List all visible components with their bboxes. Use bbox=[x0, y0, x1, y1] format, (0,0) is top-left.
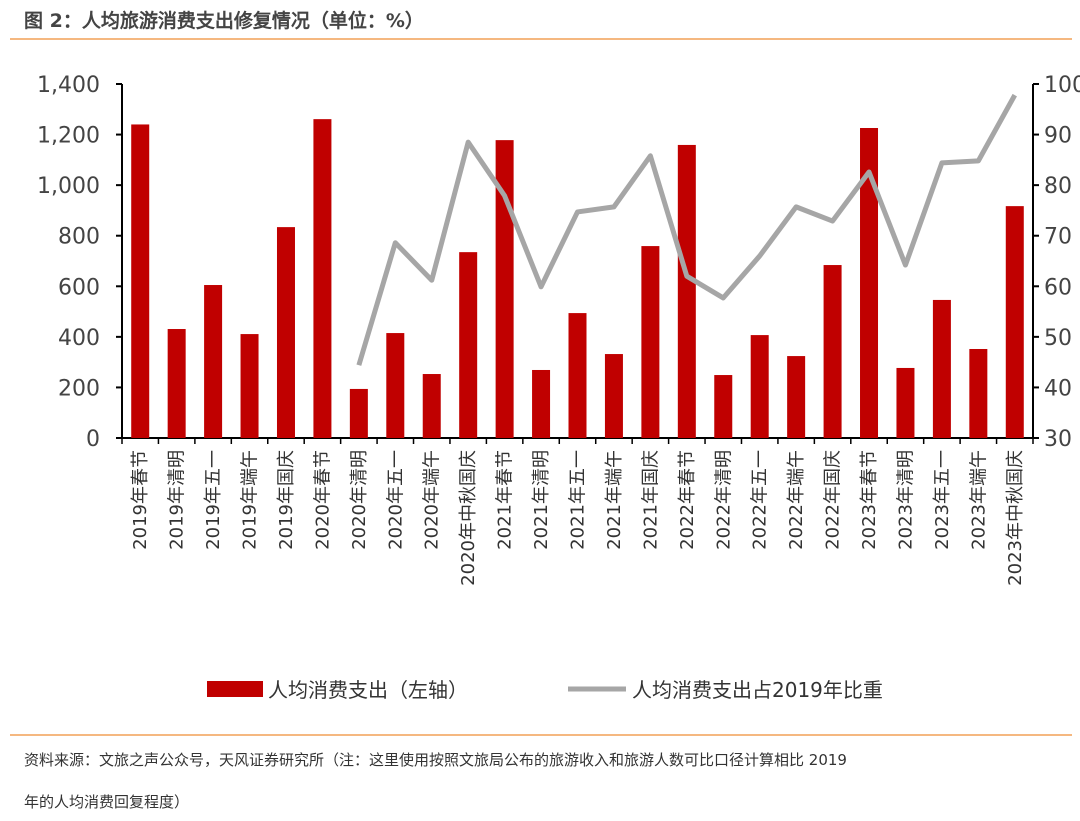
bar bbox=[240, 334, 259, 438]
category-label: 2023年端午 bbox=[968, 450, 989, 550]
left-tick-label: 0 bbox=[86, 427, 100, 452]
share-line bbox=[356, 93, 1017, 366]
right-tick-label: 100 bbox=[1044, 73, 1080, 98]
bar bbox=[1005, 206, 1024, 438]
legend-bar-swatch bbox=[207, 681, 263, 697]
bar bbox=[714, 375, 733, 438]
bar bbox=[422, 374, 441, 438]
bottom-divider bbox=[10, 734, 1072, 736]
bar bbox=[131, 124, 150, 438]
bar bbox=[167, 329, 186, 438]
chart: 0 200 400 600 800 1,000 1,200 1,400 30 40 50 60 70 80… bbox=[37, 73, 1080, 702]
bar bbox=[641, 246, 660, 438]
category-label: 2019年清明 bbox=[167, 450, 188, 550]
category-label: 2019年国庆 bbox=[276, 450, 297, 550]
left-tick-label: 1,200 bbox=[37, 124, 100, 149]
right-tick-label: 30 bbox=[1044, 427, 1072, 452]
category-label: 2020年端午 bbox=[422, 450, 443, 550]
category-label: 2021年清明 bbox=[531, 450, 552, 550]
left-tick-label: 1,000 bbox=[37, 174, 100, 199]
bar bbox=[860, 127, 879, 439]
chart-title: 图 2：人均旅游消费支出修复情况（单位：%） bbox=[24, 10, 424, 32]
category-label: 2019年端午 bbox=[240, 450, 261, 550]
category-label: 2022年春节 bbox=[677, 450, 698, 550]
category-label: 2023年中秋国庆 bbox=[1005, 450, 1026, 586]
bar bbox=[604, 354, 623, 438]
category-label: 2023年清明 bbox=[895, 450, 916, 550]
bar bbox=[932, 299, 951, 438]
bar bbox=[896, 367, 915, 438]
bar bbox=[349, 388, 368, 438]
bar bbox=[969, 348, 988, 438]
left-tick-label: 1,400 bbox=[37, 73, 100, 98]
left-tick-label: 600 bbox=[58, 275, 100, 300]
legend-line-label: 人均消费支出占2019年比重 bbox=[632, 678, 883, 702]
bar bbox=[823, 265, 842, 438]
category-label: 2022年清明 bbox=[713, 450, 734, 550]
source-note-line1: 资料来源：文旅之声公众号，天风证券研究所（注：这里使用按照文旅局公布的旅游收入和… bbox=[24, 751, 847, 769]
bar bbox=[495, 140, 514, 439]
bar bbox=[568, 313, 587, 438]
category-label: 2023年五一 bbox=[932, 450, 953, 550]
category-label: 2020年五一 bbox=[385, 450, 406, 550]
category-label: 2022年国庆 bbox=[823, 450, 844, 550]
category-label: 2019年春节 bbox=[130, 450, 151, 550]
category-label: 2020年清明 bbox=[349, 450, 370, 550]
source-note-line2: 年的人均消费回复程度） bbox=[24, 793, 190, 811]
left-tick-label: 800 bbox=[58, 225, 100, 250]
right-tick-label: 90 bbox=[1044, 124, 1072, 149]
category-label: 2023年春节 bbox=[859, 450, 880, 550]
bar bbox=[276, 227, 295, 438]
bar bbox=[677, 144, 696, 438]
category-label: 2022年五一 bbox=[750, 450, 771, 550]
bar bbox=[386, 333, 405, 438]
category-label: 2022年端午 bbox=[786, 450, 807, 550]
right-tick-label: 70 bbox=[1044, 225, 1072, 250]
bar bbox=[204, 285, 223, 438]
legend-bar-label: 人均消费支出（左轴） bbox=[268, 678, 468, 702]
bar bbox=[750, 335, 769, 438]
category-label: 2020年春节 bbox=[312, 450, 333, 550]
category-label: 2021年五一 bbox=[568, 450, 589, 550]
category-label: 2021年国庆 bbox=[640, 450, 661, 550]
bar bbox=[459, 252, 478, 438]
left-tick-label: 200 bbox=[58, 376, 100, 401]
right-tick-label: 80 bbox=[1044, 174, 1072, 199]
category-label: 2021年端午 bbox=[604, 450, 625, 550]
bar bbox=[532, 369, 551, 438]
right-tick-label: 50 bbox=[1044, 326, 1072, 351]
right-tick-label: 40 bbox=[1044, 376, 1072, 401]
category-label: 2019年五一 bbox=[203, 450, 224, 550]
left-tick-label: 400 bbox=[58, 326, 100, 351]
right-tick-label: 60 bbox=[1044, 275, 1072, 300]
category-label: 2020年中秋国庆 bbox=[458, 450, 479, 586]
category-label: 2021年春节 bbox=[495, 450, 516, 550]
bar bbox=[313, 119, 332, 438]
bar bbox=[787, 356, 806, 438]
top-divider bbox=[10, 38, 1072, 40]
